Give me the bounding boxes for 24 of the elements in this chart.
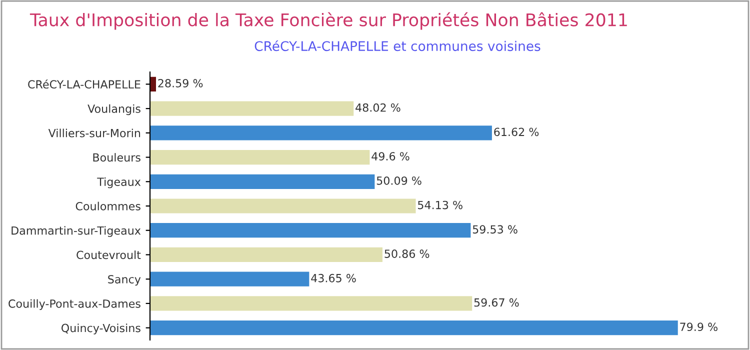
y-tick-label: Voulangis: [88, 104, 140, 116]
y-tick-label: Tigeaux: [97, 177, 141, 188]
y-tick-label: Villiers-sur-Morin: [48, 128, 140, 138]
data-label: 79.9 %: [680, 322, 718, 332]
data-label: 50.86 %: [384, 250, 430, 258]
data-label: 28.59 %: [158, 79, 203, 88]
data-label: 54.13 %: [418, 200, 462, 210]
data-label: 61.62 %: [494, 128, 539, 136]
y-tick-label: Quincy-Voisins: [62, 324, 140, 334]
y-tick-label: Sancy: [108, 275, 141, 286]
y-tick-label: Dammartin-sur-Tigeaux: [12, 226, 141, 237]
y-tick-label: Coutevroult: [76, 250, 141, 260]
data-label: 48.02 %: [356, 103, 400, 112]
y-tick-label: Bouleurs: [93, 153, 140, 162]
y-tick-label: Coulommes: [76, 202, 140, 210]
chart-subtitle: CRéCY-LA-CHAPELLE et communes voisines: [254, 40, 540, 52]
y-tick-label: Couilly-Pont-aux-Dames: [8, 299, 140, 310]
data-label: 59.53 %: [472, 225, 518, 234]
y-tick-label: CRéCY-LA-CHAPELLE: [28, 80, 140, 89]
data-label: 49.6 %: [372, 152, 410, 160]
data-label: 59.67 %: [474, 298, 519, 307]
chart-title: Taux d'Imposition de la Taxe Foncière sur Propriétés Non Bâties 2011: [30, 12, 627, 30]
data-label: 50.09 %: [376, 176, 422, 185]
data-label: 43.65 %: [311, 274, 356, 282]
